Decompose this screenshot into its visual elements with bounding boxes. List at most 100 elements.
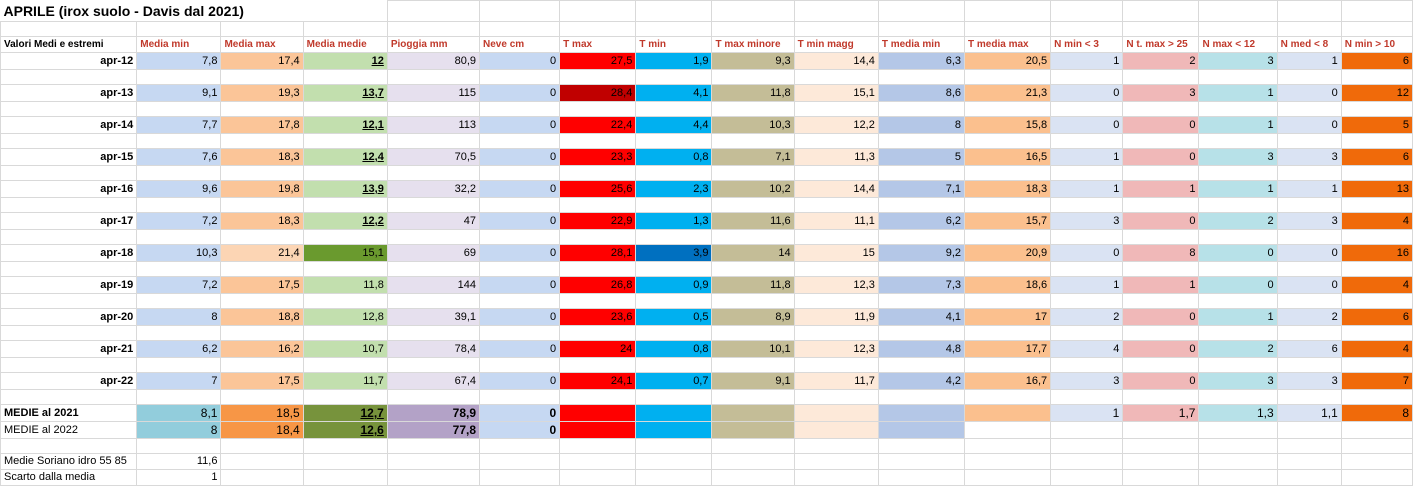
data-cell[interactable]: 22,4 [559, 116, 637, 134]
summary-cell[interactable] [635, 421, 713, 439]
empty-cell[interactable] [635, 101, 713, 117]
summary-cell[interactable] [1122, 421, 1200, 439]
data-cell[interactable]: 0 [1122, 116, 1200, 134]
empty-cell[interactable] [793, 101, 879, 117]
empty-cell[interactable] [1122, 293, 1200, 309]
data-cell[interactable]: 12,2 [302, 212, 388, 230]
data-cell[interactable]: 26,8 [559, 276, 637, 294]
data-cell[interactable]: 13,9 [302, 180, 388, 198]
data-cell[interactable]: 4 [1340, 276, 1413, 294]
empty-cell[interactable] [559, 261, 637, 277]
data-cell[interactable]: 16,2 [220, 340, 304, 358]
data-cell[interactable]: 23,6 [559, 308, 637, 326]
empty-cell[interactable] [479, 101, 561, 117]
summary-cell[interactable] [1050, 421, 1124, 439]
extra-value[interactable]: 11,6 [136, 453, 222, 470]
data-cell[interactable]: 3 [1050, 212, 1124, 230]
empty-cell[interactable] [559, 69, 637, 85]
summary-label[interactable]: MEDIE al 2021 [0, 404, 138, 422]
empty-cell[interactable] [963, 229, 1052, 245]
data-cell[interactable]: 2 [1050, 308, 1124, 326]
data-cell[interactable]: 0 [479, 52, 561, 70]
data-cell[interactable]: 1 [1050, 148, 1124, 166]
empty-cell[interactable] [386, 229, 481, 245]
empty-cell[interactable] [963, 69, 1052, 85]
summary-cell[interactable] [963, 404, 1052, 422]
empty-cell[interactable] [1050, 21, 1124, 37]
data-cell[interactable]: 12,8 [302, 308, 388, 326]
column-header[interactable]: Valori Medi e estremi [0, 36, 138, 53]
data-cell[interactable]: 20,9 [963, 244, 1052, 262]
data-cell[interactable]: 0 [1276, 84, 1342, 102]
data-cell[interactable]: 8 [1122, 244, 1200, 262]
empty-cell[interactable] [302, 21, 388, 37]
data-cell[interactable]: 1 [1276, 180, 1342, 198]
data-cell[interactable]: 115 [386, 84, 481, 102]
data-cell[interactable]: 6,3 [877, 52, 966, 70]
empty-cell[interactable] [1122, 69, 1200, 85]
empty-cell[interactable] [793, 133, 879, 149]
data-cell[interactable]: 47 [386, 212, 481, 230]
data-cell[interactable]: 4,8 [877, 340, 966, 358]
empty-cell[interactable] [1340, 389, 1413, 405]
data-cell[interactable]: 12,4 [302, 148, 388, 166]
empty-cell[interactable] [479, 293, 561, 309]
empty-cell[interactable] [1122, 101, 1200, 117]
data-cell[interactable]: 4 [1340, 212, 1413, 230]
data-cell[interactable]: 6 [1340, 52, 1413, 70]
empty-cell[interactable] [302, 165, 388, 181]
row-date[interactable]: apr-15 [0, 148, 138, 166]
empty-cell[interactable] [302, 229, 388, 245]
empty-cell[interactable] [1050, 389, 1124, 405]
empty-cell[interactable] [0, 438, 138, 454]
data-cell[interactable]: 17,5 [220, 276, 304, 294]
row-date[interactable]: apr-12 [0, 52, 138, 70]
empty-cell[interactable] [635, 438, 713, 454]
empty-cell[interactable] [220, 261, 304, 277]
data-cell[interactable]: 3 [1276, 148, 1342, 166]
empty-cell[interactable] [1198, 453, 1278, 470]
summary-cell[interactable]: 18,4 [220, 421, 304, 439]
empty-cell[interactable] [0, 69, 138, 85]
data-cell[interactable]: 16,5 [963, 148, 1052, 166]
empty-cell[interactable] [220, 69, 304, 85]
data-cell[interactable]: 9,3 [711, 52, 795, 70]
data-cell[interactable]: 4 [1050, 340, 1124, 358]
empty-cell[interactable] [479, 325, 561, 341]
data-cell[interactable]: 2 [1122, 52, 1200, 70]
row-date[interactable]: apr-14 [0, 116, 138, 134]
empty-cell[interactable] [877, 197, 966, 213]
empty-cell[interactable] [559, 197, 637, 213]
summary-cell[interactable] [963, 421, 1052, 439]
data-cell[interactable]: 15,1 [793, 84, 879, 102]
data-cell[interactable]: 12,1 [302, 116, 388, 134]
empty-cell[interactable] [479, 357, 561, 373]
empty-cell[interactable] [220, 133, 304, 149]
empty-cell[interactable] [386, 389, 481, 405]
summary-cell[interactable] [1276, 421, 1342, 439]
empty-cell[interactable] [711, 0, 795, 22]
data-cell[interactable]: 17,7 [963, 340, 1052, 358]
empty-cell[interactable] [877, 229, 966, 245]
data-cell[interactable]: 3,9 [635, 244, 713, 262]
column-header[interactable]: Neve cm [479, 36, 561, 53]
data-cell[interactable]: 9,1 [711, 372, 795, 390]
column-header[interactable]: N min > 10 [1340, 36, 1413, 53]
empty-cell[interactable] [136, 261, 222, 277]
empty-cell[interactable] [877, 438, 966, 454]
data-cell[interactable]: 0 [479, 148, 561, 166]
empty-cell[interactable] [1122, 357, 1200, 373]
data-cell[interactable]: 27,5 [559, 52, 637, 70]
data-cell[interactable]: 11,7 [793, 372, 879, 390]
empty-cell[interactable] [711, 229, 795, 245]
empty-cell[interactable] [635, 133, 713, 149]
empty-cell[interactable] [1122, 453, 1200, 470]
empty-cell[interactable] [635, 165, 713, 181]
summary-cell[interactable] [559, 404, 637, 422]
empty-cell[interactable] [136, 229, 222, 245]
data-cell[interactable]: 11,8 [711, 276, 795, 294]
data-cell[interactable]: 21,3 [963, 84, 1052, 102]
empty-cell[interactable] [479, 0, 561, 22]
data-cell[interactable]: 12,3 [793, 340, 879, 358]
empty-cell[interactable] [963, 165, 1052, 181]
